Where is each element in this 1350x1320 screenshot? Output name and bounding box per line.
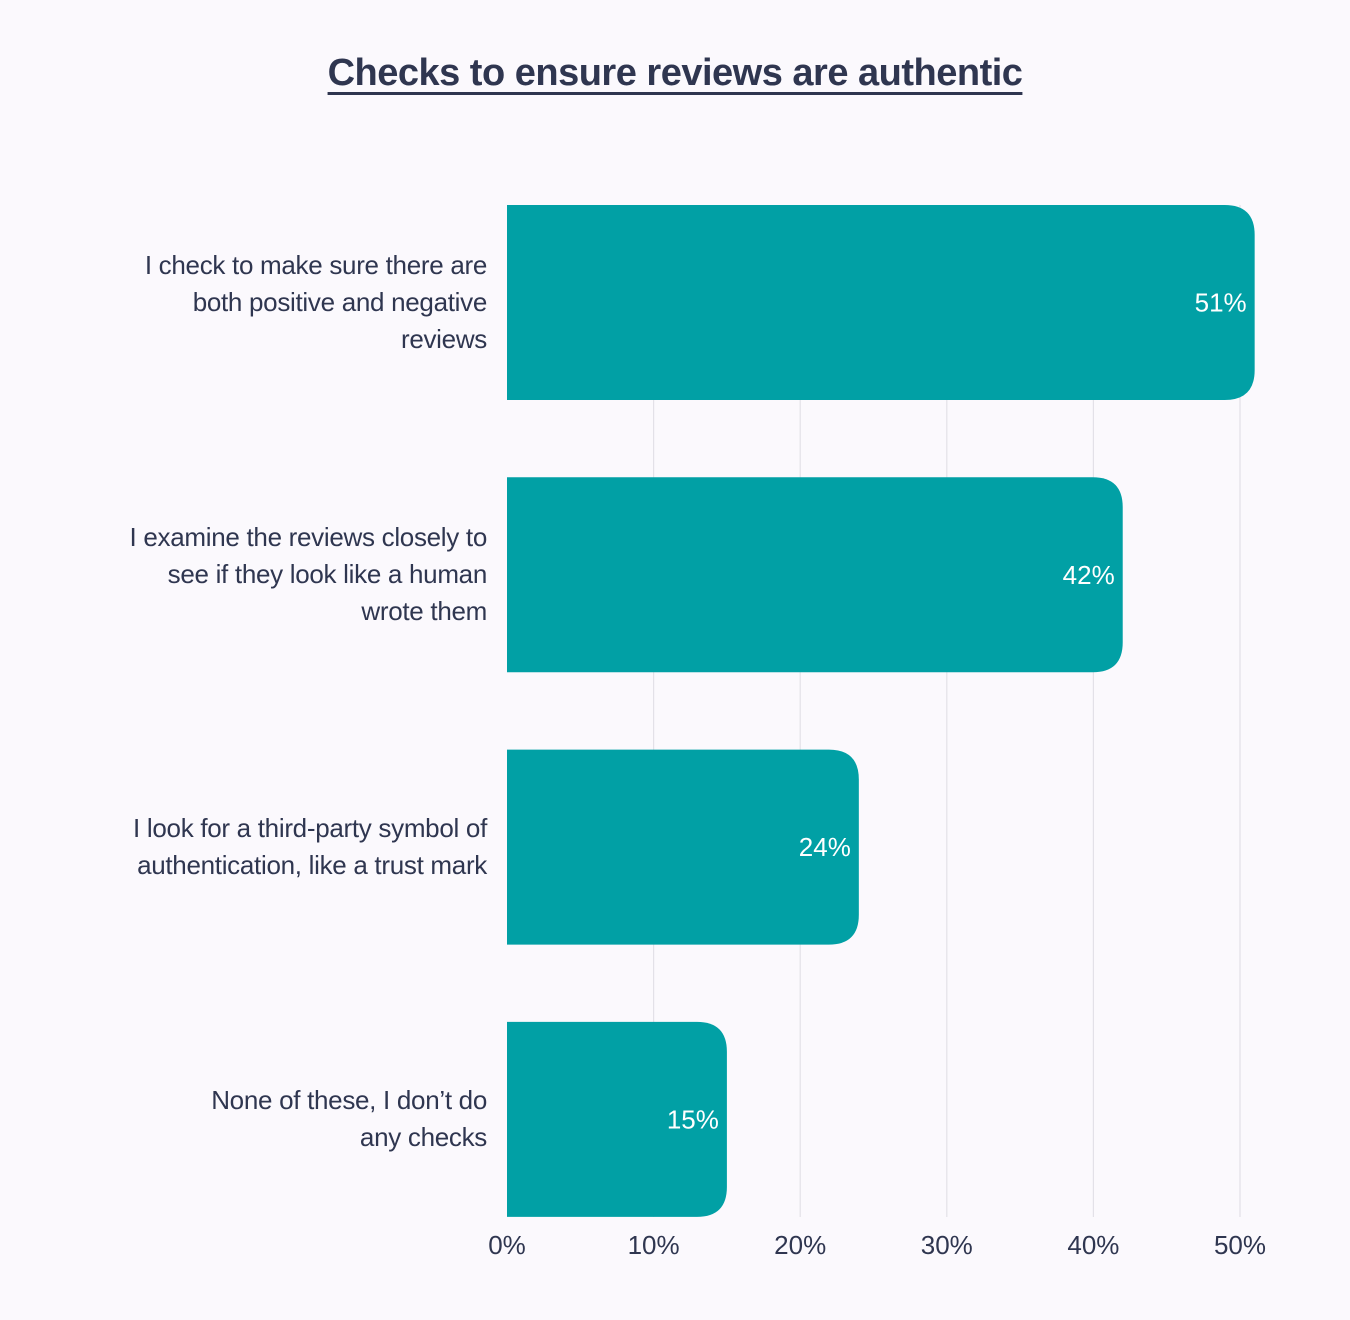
bar-value-label: 15% <box>667 1104 719 1134</box>
category-label-line: see if they look like a human <box>167 559 488 590</box>
category-label-line: I check to make sure there are <box>144 250 487 280</box>
category-label: I examine the reviews closely to see if t… <box>67 519 488 630</box>
category-label-line: any checks <box>359 1122 487 1153</box>
x-tick-label: 20% <box>774 1230 826 1260</box>
category-label: I check to make sure there are both posit… <box>67 247 487 358</box>
x-tick-label: 50% <box>1214 1230 1266 1260</box>
category-label-line: None of these, I don’t do <box>211 1085 487 1116</box>
category-label-line: authentication, like a trust mark <box>137 850 487 881</box>
category-label-line: reviews <box>400 324 487 354</box>
category-label-line: wrote them <box>361 596 487 627</box>
category-label-line: I examine the reviews closely to <box>129 522 488 553</box>
category-label-line: both positive and negative <box>192 287 488 317</box>
x-tick-label: 10% <box>628 1230 680 1260</box>
x-tick-label: 30% <box>921 1230 973 1260</box>
category-label-line: I look for a third-party symbol of <box>133 813 487 844</box>
bar-value-label: 42% <box>1063 560 1115 590</box>
bar <box>507 477 1123 673</box>
bars: 51% 42% 24% 15% <box>507 205 1255 1217</box>
category-label: None of these, I don’t do any checks <box>67 1082 487 1156</box>
x-tick-label: 40% <box>1067 1230 1119 1260</box>
bar <box>507 749 859 945</box>
bar <box>507 205 1255 400</box>
chart-title: Checks to ensure reviews are authentic <box>327 52 1023 94</box>
bar-value-label: 24% <box>799 832 851 862</box>
bar-value-label: 51% <box>1195 288 1247 318</box>
x-tick-label: 0% <box>488 1230 526 1260</box>
bar <box>507 1021 727 1217</box>
category-label: I look for a third-party symbol of authen… <box>67 810 487 884</box>
x-axis-ticks: 0% 10% 20% 30% 40% 50% <box>488 1230 1266 1260</box>
